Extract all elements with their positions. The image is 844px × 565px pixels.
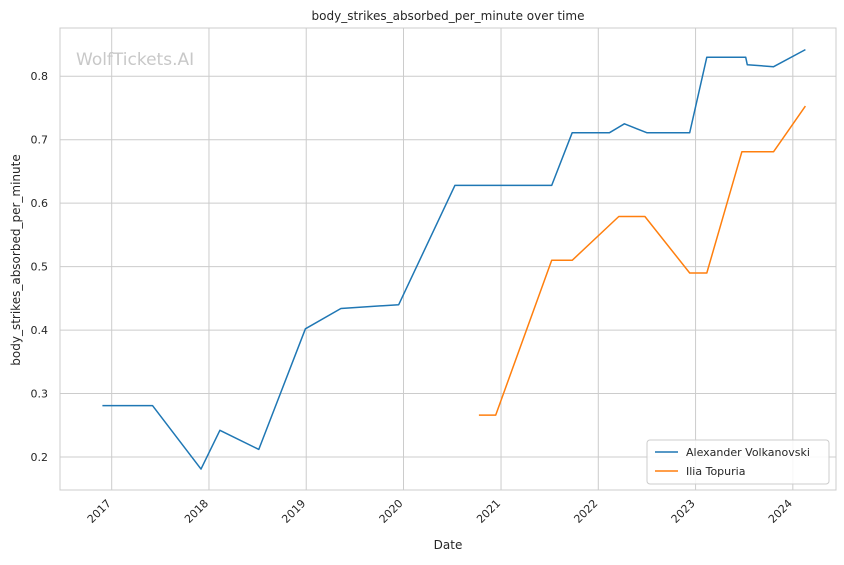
data-point [618,215,620,217]
data-point [744,56,746,58]
y-tick-label: 0.3 [31,388,49,401]
legend-label-topuria: Ilia Topuria [686,465,745,478]
data-point [804,48,806,50]
data-point [646,132,648,134]
y-tick-label: 0.2 [31,451,49,464]
data-point [200,468,202,470]
data-point [741,151,743,153]
data-point [689,272,691,274]
data-point [689,132,691,134]
data-point [340,307,342,309]
series-lines [101,48,807,470]
plot-frame [59,27,837,491]
y-tick-label: 0.8 [31,70,49,83]
data-point [478,414,480,416]
grid [60,28,836,490]
series-line-1 [478,105,807,416]
y-axis-label: body_strikes_absorbed_per_minute [9,154,23,365]
data-point [550,259,552,261]
data-point [101,404,103,406]
y-tick-label: 0.6 [31,197,49,210]
data-point [623,123,625,125]
data-point [304,328,306,330]
legend-box [646,439,830,485]
y-tick-label: 0.4 [31,324,49,337]
data-point [804,105,806,107]
data-point [772,151,774,153]
data-point [746,64,748,66]
data-point [608,132,610,134]
data-point [495,414,497,416]
data-point [398,303,400,305]
legend-label-volkanovski: Alexander Volkanovski [686,446,810,459]
data-point [772,66,774,68]
data-point [258,448,260,450]
data-point [454,184,456,186]
chart-title: body_strikes_absorbed_per_minute over ti… [312,9,585,23]
legend: Alexander Volkanovski Ilia Topuria [646,439,830,485]
data-point [644,215,646,217]
series-line-0 [102,48,806,470]
data-point [571,132,573,134]
data-point [550,184,552,186]
data-point [151,404,153,406]
data-point [706,272,708,274]
data-point [219,429,221,431]
x-axis-label: Date [434,538,463,552]
y-tick-label: 0.5 [31,261,49,274]
data-point [571,259,573,261]
watermark-text: WolfTickets.AI [76,50,194,70]
y-tick-label: 0.7 [31,134,49,147]
data-point [706,56,708,58]
